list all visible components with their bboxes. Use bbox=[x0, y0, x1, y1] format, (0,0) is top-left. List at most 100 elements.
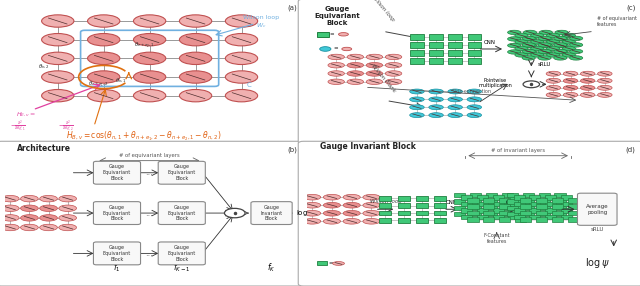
Bar bbox=[468, 58, 481, 63]
Bar bbox=[467, 217, 479, 222]
Bar bbox=[545, 195, 556, 200]
Bar bbox=[513, 195, 525, 200]
Bar bbox=[545, 208, 556, 213]
Bar bbox=[513, 214, 525, 219]
Ellipse shape bbox=[347, 71, 364, 76]
Ellipse shape bbox=[554, 49, 567, 53]
Text: Architecture: Architecture bbox=[17, 144, 71, 153]
Bar bbox=[536, 198, 547, 202]
Text: F-Constant
features: F-Constant features bbox=[483, 233, 510, 244]
Ellipse shape bbox=[385, 79, 402, 84]
Ellipse shape bbox=[522, 43, 535, 47]
Ellipse shape bbox=[410, 89, 424, 94]
Bar bbox=[429, 58, 443, 63]
Ellipse shape bbox=[410, 105, 424, 110]
Bar bbox=[508, 202, 520, 206]
Bar bbox=[545, 214, 556, 219]
Text: Wilson loop: Wilson loop bbox=[371, 0, 395, 23]
Bar bbox=[561, 214, 572, 219]
FancyBboxPatch shape bbox=[93, 202, 141, 225]
Ellipse shape bbox=[563, 71, 578, 76]
Bar bbox=[552, 198, 563, 202]
FancyBboxPatch shape bbox=[158, 202, 205, 225]
Ellipse shape bbox=[342, 47, 352, 51]
Bar bbox=[515, 204, 526, 209]
Bar bbox=[461, 214, 472, 219]
Ellipse shape bbox=[580, 78, 595, 83]
Ellipse shape bbox=[410, 97, 424, 102]
FancyBboxPatch shape bbox=[158, 161, 205, 184]
Ellipse shape bbox=[563, 40, 575, 44]
Ellipse shape bbox=[555, 30, 568, 35]
Ellipse shape bbox=[40, 215, 58, 221]
Bar bbox=[507, 193, 518, 197]
Ellipse shape bbox=[385, 54, 402, 60]
Bar bbox=[434, 196, 446, 201]
Bar bbox=[515, 198, 526, 202]
Ellipse shape bbox=[225, 71, 258, 83]
Text: # of equivariant layers: # of equivariant layers bbox=[119, 153, 180, 158]
Ellipse shape bbox=[59, 215, 77, 221]
Ellipse shape bbox=[531, 46, 544, 51]
Bar bbox=[561, 195, 572, 200]
Ellipse shape bbox=[303, 210, 321, 216]
Ellipse shape bbox=[515, 46, 528, 51]
Ellipse shape bbox=[1, 215, 19, 221]
Bar bbox=[468, 34, 481, 40]
Text: $\log\psi$: $\log\psi$ bbox=[585, 256, 610, 270]
Text: $-\frac{\partial^2}{\partial\theta^2_{n,2}}$: $-\frac{\partial^2}{\partial\theta^2_{n,… bbox=[58, 119, 74, 134]
Text: =: = bbox=[330, 32, 337, 37]
Text: Average
pooling: Average pooling bbox=[586, 204, 609, 215]
Bar bbox=[467, 211, 479, 215]
Ellipse shape bbox=[448, 97, 463, 102]
Bar bbox=[515, 217, 526, 222]
Ellipse shape bbox=[303, 194, 321, 200]
Bar bbox=[434, 210, 446, 215]
Bar bbox=[429, 50, 443, 56]
Ellipse shape bbox=[540, 37, 552, 41]
Ellipse shape bbox=[531, 53, 544, 57]
Bar bbox=[397, 203, 410, 208]
Bar bbox=[449, 34, 462, 40]
Ellipse shape bbox=[42, 90, 74, 102]
Bar bbox=[434, 218, 446, 223]
Bar bbox=[486, 199, 497, 204]
Ellipse shape bbox=[522, 56, 535, 60]
Ellipse shape bbox=[363, 210, 380, 216]
Bar bbox=[529, 202, 541, 206]
Bar bbox=[410, 34, 424, 40]
Ellipse shape bbox=[524, 50, 536, 54]
Bar bbox=[461, 195, 472, 200]
Ellipse shape bbox=[88, 52, 120, 65]
Bar bbox=[416, 203, 428, 208]
Text: (b): (b) bbox=[288, 146, 298, 153]
Ellipse shape bbox=[563, 86, 578, 90]
Ellipse shape bbox=[363, 202, 380, 208]
Text: sRLU: sRLU bbox=[591, 227, 604, 232]
Ellipse shape bbox=[179, 90, 212, 102]
Ellipse shape bbox=[303, 219, 321, 224]
Ellipse shape bbox=[570, 43, 583, 47]
Ellipse shape bbox=[563, 33, 575, 37]
Ellipse shape bbox=[366, 63, 383, 68]
Text: CNN: CNN bbox=[446, 200, 458, 205]
Ellipse shape bbox=[429, 113, 444, 118]
Ellipse shape bbox=[538, 43, 551, 47]
Bar bbox=[529, 208, 541, 213]
Bar bbox=[523, 199, 534, 204]
Bar bbox=[545, 202, 556, 206]
Bar bbox=[554, 212, 566, 217]
Ellipse shape bbox=[538, 36, 551, 41]
Bar bbox=[513, 202, 525, 206]
Text: Gauge
Equivariant
Block: Gauge Equivariant Block bbox=[314, 5, 360, 25]
Circle shape bbox=[225, 208, 245, 218]
Ellipse shape bbox=[59, 224, 77, 231]
Circle shape bbox=[523, 81, 540, 88]
Text: $\theta_{e+e_1,2}$: $\theta_{e+e_1,2}$ bbox=[88, 79, 108, 89]
Text: $f_K$: $f_K$ bbox=[268, 261, 276, 273]
Ellipse shape bbox=[598, 92, 612, 97]
Text: Gauge
Equivariant
Block: Gauge Equivariant Block bbox=[168, 205, 196, 221]
Bar bbox=[568, 211, 579, 215]
Ellipse shape bbox=[531, 33, 544, 37]
Ellipse shape bbox=[515, 53, 528, 57]
